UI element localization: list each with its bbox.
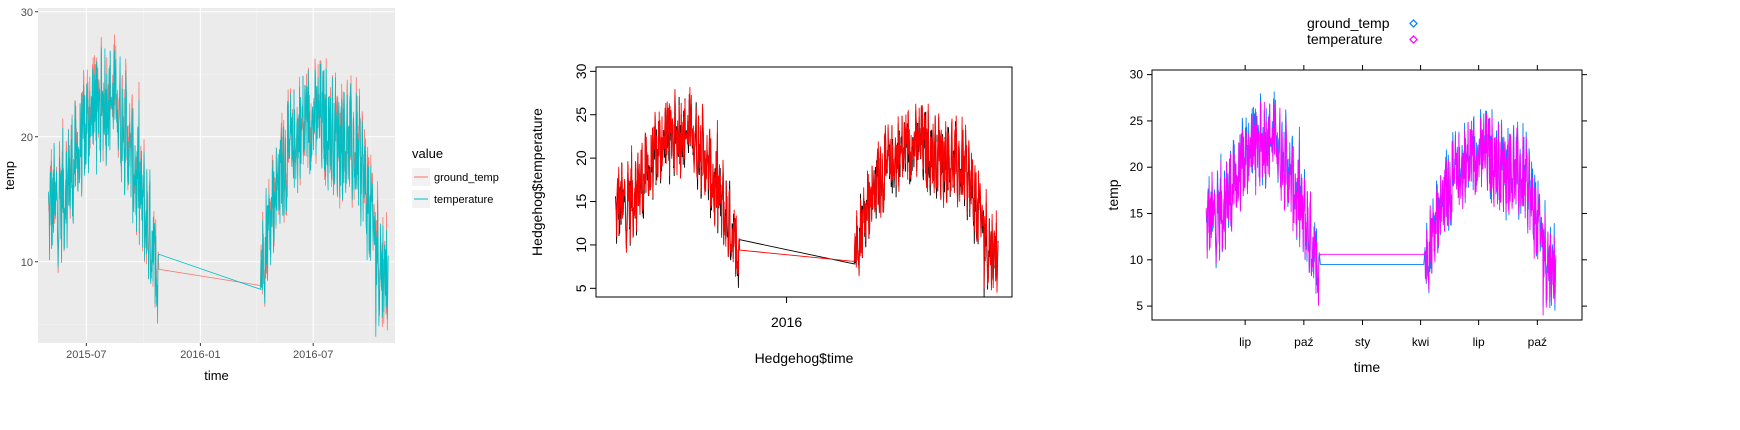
y-tick-label: 30 [573, 63, 589, 79]
legend-label: ground_temp [434, 172, 499, 184]
x-tick-label: paź [1294, 335, 1313, 349]
legend-label: temperature [1307, 31, 1383, 47]
x-tick-label: sty [1355, 335, 1370, 349]
series-line-temperature [1205, 101, 1557, 316]
x-axis-title: Hedgehog$time [755, 350, 854, 366]
y-tick-label: 30 [21, 7, 33, 19]
legend-title: value [412, 146, 443, 161]
x-tick-label: lip [1239, 335, 1251, 349]
y-axis-title: temp [1105, 179, 1121, 210]
y-tick-label: 20 [21, 132, 33, 144]
y-tick-label: 25 [1130, 114, 1144, 128]
y-tick-label: 10 [1130, 253, 1144, 267]
ggplot-chart: 10 20 30 2015-07 2016-01 2016-07 time temp value… [2, 7, 499, 383]
x-tick-label: 2015-07 [66, 349, 106, 361]
legend-marker-ground_temp [1409, 19, 1418, 28]
legend-label: temperature [434, 194, 493, 206]
y-tick-label: 25 [573, 107, 589, 123]
y-tick-label: 20 [1130, 160, 1144, 174]
series-line-temperature [48, 47, 389, 337]
x-axis-title: time [1354, 359, 1381, 375]
series-line-ground-temp [615, 87, 999, 293]
y-tick-label: 5 [1136, 299, 1143, 313]
x-tick-label: 2016 [771, 314, 802, 330]
y-tick-label: 10 [573, 237, 589, 253]
y-tick-label: 15 [1130, 207, 1144, 221]
x-axis-title: time [204, 368, 229, 383]
lattice-chart: 5 10 15 20 25 30 lip paź sty kwi lip paź time temp gro… [1105, 15, 1587, 375]
y-tick-label: 15 [573, 194, 589, 210]
x-tick-label: paź [1528, 335, 1547, 349]
y-axis-title: temp [2, 161, 17, 190]
y-tick-label: 5 [573, 284, 589, 292]
plot-box [1151, 69, 1583, 321]
panel-background [38, 8, 395, 343]
x-tick-label: lip [1473, 335, 1485, 349]
y-axis-title: Hedgehog$temperature [529, 108, 545, 256]
x-tick-label: 2016-01 [180, 349, 220, 361]
x-tick-label: 2016-07 [293, 349, 333, 361]
base-plot-chart: 5 10 15 20 25 30 2016 Hedgehog$time Hedgehog$tem… [529, 63, 1013, 366]
y-tick-label: 10 [21, 257, 33, 269]
x-tick-label: kwi [1412, 335, 1429, 349]
legend-marker-temperature [1409, 35, 1418, 44]
y-tick-label: 30 [1130, 68, 1144, 82]
legend-label: ground_temp [1307, 15, 1390, 31]
y-tick-label: 20 [573, 150, 589, 166]
plot-box [595, 66, 1013, 298]
